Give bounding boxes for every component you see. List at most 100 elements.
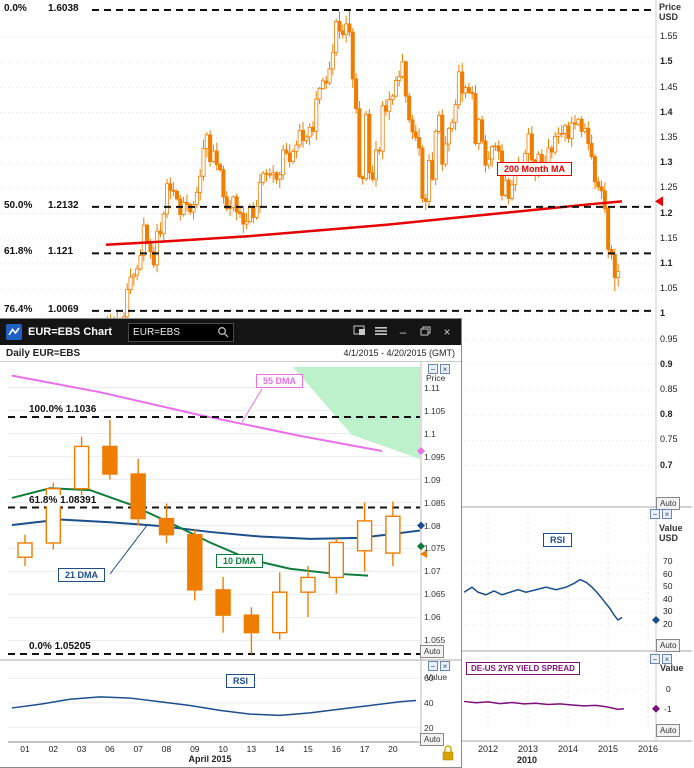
daily-candles [17,419,401,654]
bg-rsi-tick: 50 [663,581,673,592]
ma-200-month-line [105,200,623,247]
bg-price-tick: 1.05 [660,283,678,294]
axis-marker-diamond [417,447,425,456]
fib-pct-label: 0.0% [2,3,29,14]
auto-scale-button[interactable]: Auto [656,724,681,737]
lock-icon[interactable] [442,745,454,761]
rsi-tick: 20 [424,722,434,733]
window-title: EUR=EBS Chart [28,326,113,338]
axis-marker-diamond [652,704,660,713]
symbol-search-value: EUR=EBS [133,326,181,338]
forecast-cloud [293,367,420,459]
fib-price-label: 1.0069 [46,303,81,315]
panel-close-button[interactable]: × [440,364,450,374]
bg-rsi-axis-title-line2: USD [659,533,679,543]
label-55dma: 55 DMA [256,374,304,388]
spread-line [463,700,625,711]
bg-price-tick: 0.75 [660,434,678,445]
price-tick: 1.065 [424,589,446,600]
price-tick: 1.06 [424,612,441,623]
price-tick: 1.07 [424,566,441,577]
date-label: 03 [76,744,87,754]
fib-price-label: 1.121 [46,246,76,258]
price-tick: 1.08 [424,520,441,531]
label-leader [241,388,263,423]
fib-pct-label: 61.8% [2,246,35,258]
bg-price-tick: 1.35 [660,131,678,142]
bg-price-axis-title-line2: USD [659,12,679,22]
date-label: 15 [303,744,313,754]
app-logo-icon [6,324,22,340]
auto-scale-button[interactable]: Auto [656,497,681,510]
fib-price-label: 1.6038 [46,3,81,14]
panel-minimize-button[interactable]: − [650,654,660,664]
bg-monthly-candles [102,10,621,357]
bg-rsi-tick: 20 [663,619,673,629]
auto-scale-button[interactable]: Auto [420,733,445,746]
bg-rsi-tick: 40 [663,593,673,604]
date-label: 01 [20,744,30,754]
bg-price-tick: 1.25 [660,182,678,193]
window-titlebar[interactable]: EUR=EBS Chart EUR=EBS – × [0,319,461,345]
date-label: 10 [218,744,228,754]
bg-price-axis-title: Price USD [659,2,681,22]
bg-rsi-tick: 60 [663,568,673,579]
menu-icon[interactable] [373,324,389,340]
chart-info-bar: Daily EUR=EBS 4/1/2015 - 4/20/2015 (GMT) [0,345,461,362]
dma55-line [11,374,383,453]
axis-marker-diamond [417,521,425,530]
bg-price-tick: 0.9 [660,358,673,369]
bg-price-tick: 0.95 [660,333,678,344]
search-icon [218,327,229,338]
minimize-button[interactable]: – [399,325,407,339]
fib-label: 100.0% 1.1036 [26,404,100,415]
bg-rsi-line [463,578,623,621]
bg-rsi-axis-title: Value USD [659,523,683,543]
close-button[interactable]: × [443,325,451,339]
fib-pct-label: 50.0% [2,199,35,211]
spread-tick: 0 [666,684,671,694]
bg-price-tick: 1.2 [660,207,673,218]
panel-minimize-button[interactable]: − [428,661,438,671]
bg-price-tick: 1.1 [660,257,673,268]
daily-rsi-line [11,696,417,717]
bg-price-tick: 1.55 [660,31,678,42]
symbol-search-input[interactable]: EUR=EBS [128,322,235,342]
date-label: 02 [48,744,59,754]
date-range: 4/1/2015 - 4/20/2015 (GMT) [343,348,455,358]
bg-rsi-tick: 30 [663,606,673,617]
maximize-button[interactable] [417,324,433,340]
date-label: 08 [161,744,172,754]
price-tick: 1.075 [424,543,446,554]
panel-minimize-button[interactable]: − [428,364,438,374]
price-tick: 1.095 [424,451,446,462]
bg-price-tick: 0.85 [660,383,678,394]
rsi-tick: 60 [424,673,434,684]
ma-200-label: 200 Month MA [497,162,573,176]
price-tick: 1.085 [424,497,446,508]
price-tick: 1.055 [424,635,446,646]
auto-scale-button[interactable]: Auto [656,639,681,652]
auto-scale-button[interactable]: Auto [420,645,445,658]
price-tick: 1.105 [424,405,446,416]
dma21-line [11,518,421,540]
bg-year-label: 2013 [517,744,539,754]
bg-year-label: 2012 [477,744,499,754]
dock-icon[interactable] [351,324,367,340]
bg-price-axis-title-line1: Price [659,2,682,12]
panel-close-button[interactable]: × [440,661,450,671]
dma10-line [11,487,369,577]
label-rsi: RSI [226,674,256,688]
price-tick: 1.11 [424,382,440,393]
date-label: 09 [190,744,200,754]
panel-close-button[interactable]: × [662,509,672,519]
panel-close-button[interactable]: × [662,654,672,664]
bg-year-label: 2014 [557,744,579,754]
bg-rsi-axis-title-line1: Value [659,523,683,533]
fib-pct-label: 76.4% [2,303,35,315]
bg-decade-label: 2010 [516,755,538,765]
panel-minimize-button[interactable]: − [650,509,660,519]
bg-year-label: 2015 [597,744,619,754]
rsi-tick: 40 [424,697,434,708]
spread-tick: -1 [664,704,672,714]
